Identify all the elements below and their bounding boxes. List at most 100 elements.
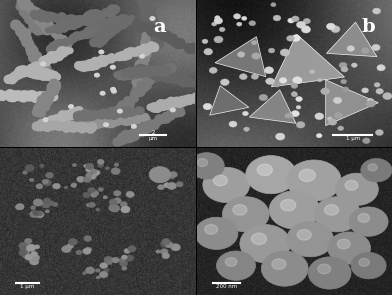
Circle shape xyxy=(286,113,293,118)
Circle shape xyxy=(165,243,171,247)
Circle shape xyxy=(341,67,348,72)
Circle shape xyxy=(276,133,285,140)
Circle shape xyxy=(203,103,212,110)
Circle shape xyxy=(347,46,354,51)
Circle shape xyxy=(160,249,168,255)
Polygon shape xyxy=(249,90,296,123)
Circle shape xyxy=(240,224,290,263)
Circle shape xyxy=(98,187,103,191)
Circle shape xyxy=(38,212,42,216)
Circle shape xyxy=(281,199,296,211)
Circle shape xyxy=(87,165,93,170)
Circle shape xyxy=(318,264,331,274)
Circle shape xyxy=(176,182,183,187)
Circle shape xyxy=(266,78,274,85)
Circle shape xyxy=(215,16,220,20)
Circle shape xyxy=(76,250,82,255)
Circle shape xyxy=(36,183,43,189)
Circle shape xyxy=(156,250,160,253)
Circle shape xyxy=(103,196,107,199)
Circle shape xyxy=(96,208,100,211)
Circle shape xyxy=(92,191,98,195)
Circle shape xyxy=(105,167,109,170)
Circle shape xyxy=(220,79,229,86)
Circle shape xyxy=(214,36,223,43)
Circle shape xyxy=(43,198,50,203)
Circle shape xyxy=(296,21,306,28)
Polygon shape xyxy=(271,34,345,87)
Circle shape xyxy=(244,127,249,131)
Circle shape xyxy=(376,88,383,94)
Circle shape xyxy=(314,197,361,232)
Circle shape xyxy=(292,92,297,96)
Circle shape xyxy=(204,48,212,55)
Circle shape xyxy=(279,78,287,83)
Circle shape xyxy=(325,205,339,215)
Circle shape xyxy=(209,67,217,73)
Circle shape xyxy=(291,83,298,88)
Circle shape xyxy=(29,258,39,265)
Circle shape xyxy=(333,97,342,104)
Circle shape xyxy=(85,267,95,274)
Circle shape xyxy=(97,159,104,164)
Circle shape xyxy=(285,114,290,118)
Circle shape xyxy=(328,232,370,264)
Circle shape xyxy=(100,263,108,269)
Circle shape xyxy=(310,70,315,74)
Circle shape xyxy=(216,251,256,280)
Circle shape xyxy=(272,259,286,269)
Circle shape xyxy=(47,201,52,204)
Circle shape xyxy=(126,191,134,198)
Circle shape xyxy=(128,246,136,252)
Circle shape xyxy=(112,89,116,93)
Circle shape xyxy=(162,253,170,259)
Circle shape xyxy=(96,276,100,279)
Circle shape xyxy=(251,41,257,45)
Circle shape xyxy=(327,117,332,121)
Circle shape xyxy=(77,176,85,182)
Circle shape xyxy=(122,266,127,270)
Circle shape xyxy=(292,16,299,22)
Circle shape xyxy=(16,204,24,210)
Circle shape xyxy=(169,172,177,178)
Circle shape xyxy=(118,109,122,113)
Circle shape xyxy=(243,111,249,116)
Circle shape xyxy=(110,203,116,208)
Circle shape xyxy=(343,87,349,92)
Circle shape xyxy=(264,67,274,74)
Circle shape xyxy=(150,17,155,20)
Circle shape xyxy=(287,222,334,257)
Circle shape xyxy=(331,26,340,32)
Circle shape xyxy=(85,247,92,252)
Circle shape xyxy=(45,210,49,213)
Circle shape xyxy=(95,269,100,272)
Circle shape xyxy=(84,235,92,241)
Circle shape xyxy=(131,124,136,128)
Circle shape xyxy=(41,62,45,66)
Circle shape xyxy=(269,48,275,53)
Circle shape xyxy=(83,192,91,198)
Circle shape xyxy=(114,163,119,166)
Text: d: d xyxy=(362,166,376,184)
Polygon shape xyxy=(326,80,378,126)
Circle shape xyxy=(292,92,298,97)
Circle shape xyxy=(372,44,380,51)
Circle shape xyxy=(225,258,237,266)
Circle shape xyxy=(94,73,99,77)
Text: 200 nm: 200 nm xyxy=(216,284,237,289)
Circle shape xyxy=(351,63,357,67)
Text: b: b xyxy=(362,18,376,36)
Circle shape xyxy=(100,91,105,95)
Circle shape xyxy=(318,78,322,82)
Circle shape xyxy=(162,238,170,245)
Circle shape xyxy=(189,153,224,179)
Circle shape xyxy=(49,201,54,205)
Circle shape xyxy=(114,191,121,196)
Circle shape xyxy=(249,21,256,26)
Circle shape xyxy=(246,155,296,194)
Circle shape xyxy=(45,172,54,178)
Circle shape xyxy=(92,173,97,177)
Text: 1 μm: 1 μm xyxy=(20,284,34,289)
Circle shape xyxy=(251,74,259,79)
Circle shape xyxy=(41,201,51,208)
